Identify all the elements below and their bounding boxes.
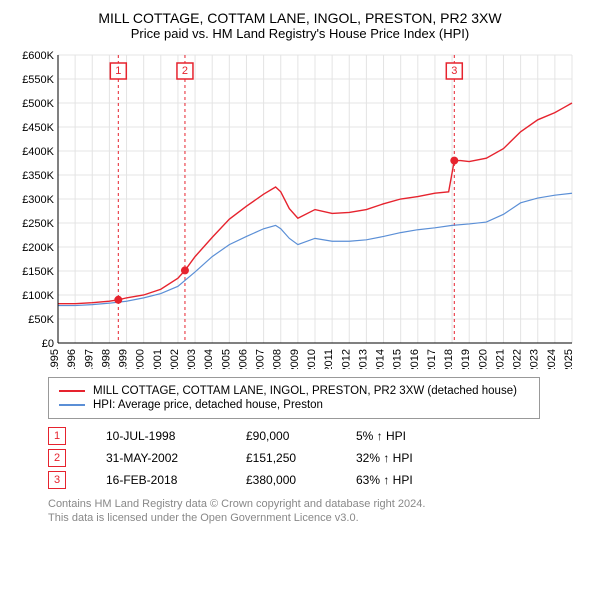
svg-text:1996: 1996 bbox=[66, 349, 78, 369]
svg-text:2020: 2020 bbox=[477, 349, 489, 369]
svg-text:£400K: £400K bbox=[22, 146, 54, 158]
legend: MILL COTTAGE, COTTAM LANE, INGOL, PRESTO… bbox=[48, 377, 540, 419]
legend-item: HPI: Average price, detached house, Pres… bbox=[59, 398, 529, 412]
svg-text:1998: 1998 bbox=[100, 349, 112, 369]
svg-text:2016: 2016 bbox=[409, 349, 421, 369]
svg-text:2005: 2005 bbox=[220, 349, 232, 369]
svg-text:2019: 2019 bbox=[460, 349, 472, 369]
svg-text:2012: 2012 bbox=[340, 349, 352, 369]
footer-attribution: Contains HM Land Registry data © Crown c… bbox=[48, 497, 590, 526]
marker-pct: 5% ↑ HPI bbox=[356, 429, 446, 443]
legend-swatch bbox=[59, 390, 85, 392]
svg-text:2015: 2015 bbox=[392, 349, 404, 369]
svg-text:2006: 2006 bbox=[237, 349, 249, 369]
marker-price: £90,000 bbox=[246, 429, 316, 443]
marker-number: 2 bbox=[48, 449, 66, 467]
svg-text:£0: £0 bbox=[42, 338, 54, 350]
svg-text:2008: 2008 bbox=[272, 349, 284, 369]
marker-date: 10-JUL-1998 bbox=[106, 429, 206, 443]
svg-text:£350K: £350K bbox=[22, 170, 54, 182]
svg-text:2000: 2000 bbox=[135, 349, 147, 369]
svg-text:2001: 2001 bbox=[152, 349, 164, 369]
svg-text:£200K: £200K bbox=[22, 242, 54, 254]
svg-text:1997: 1997 bbox=[83, 349, 95, 369]
line-chart: £0 £50K £100K £150K £200K £250K £300K £350K £400… bbox=[10, 49, 580, 369]
svg-text:2003: 2003 bbox=[186, 349, 198, 369]
marker-date: 16-FEB-2018 bbox=[106, 473, 206, 487]
svg-text:2011: 2011 bbox=[323, 349, 335, 369]
marker-pct: 32% ↑ HPI bbox=[356, 451, 446, 465]
svg-text:2010: 2010 bbox=[306, 349, 318, 369]
svg-text:£100K: £100K bbox=[22, 290, 54, 302]
svg-text:2023: 2023 bbox=[529, 349, 541, 369]
marker-row: 3 16-FEB-2018 £380,000 63% ↑ HPI bbox=[48, 469, 590, 491]
svg-text:2013: 2013 bbox=[357, 349, 369, 369]
svg-text:2002: 2002 bbox=[169, 349, 181, 369]
svg-text:£550K: £550K bbox=[22, 74, 54, 86]
marker-row: 2 31-MAY-2002 £151,250 32% ↑ HPI bbox=[48, 447, 590, 469]
footer-line2: This data is licensed under the Open Gov… bbox=[48, 511, 590, 525]
legend-swatch bbox=[59, 404, 85, 406]
svg-text:2021: 2021 bbox=[494, 349, 506, 369]
marker-number: 1 bbox=[48, 427, 66, 445]
chart-container: £0 £50K £100K £150K £200K £250K £300K £350K £400… bbox=[10, 49, 590, 369]
svg-text:£250K: £250K bbox=[22, 218, 54, 230]
svg-text:2025: 2025 bbox=[563, 349, 575, 369]
svg-text:2007: 2007 bbox=[255, 349, 267, 369]
svg-text:2018: 2018 bbox=[443, 349, 455, 369]
marker-price: £380,000 bbox=[246, 473, 316, 487]
legend-label: MILL COTTAGE, COTTAM LANE, INGOL, PRESTO… bbox=[93, 385, 517, 397]
title-line2: Price paid vs. HM Land Registry's House … bbox=[10, 26, 590, 41]
svg-text:2017: 2017 bbox=[426, 349, 438, 369]
svg-text:1: 1 bbox=[115, 65, 121, 77]
svg-text:£150K: £150K bbox=[22, 266, 54, 278]
svg-text:2022: 2022 bbox=[512, 349, 524, 369]
title-line1: MILL COTTAGE, COTTAM LANE, INGOL, PRESTO… bbox=[10, 10, 590, 26]
marker-date: 31-MAY-2002 bbox=[106, 451, 206, 465]
svg-text:£300K: £300K bbox=[22, 194, 54, 206]
svg-text:2024: 2024 bbox=[546, 349, 558, 369]
marker-pct: 63% ↑ HPI bbox=[356, 473, 446, 487]
legend-label: HPI: Average price, detached house, Pres… bbox=[93, 399, 323, 411]
svg-text:2009: 2009 bbox=[289, 349, 301, 369]
svg-text:2: 2 bbox=[182, 65, 188, 77]
svg-text:£450K: £450K bbox=[22, 122, 54, 134]
svg-text:2014: 2014 bbox=[375, 349, 387, 369]
marker-number: 3 bbox=[48, 471, 66, 489]
svg-text:2004: 2004 bbox=[203, 349, 215, 369]
title-block: MILL COTTAGE, COTTAM LANE, INGOL, PRESTO… bbox=[10, 10, 590, 41]
svg-text:£50K: £50K bbox=[28, 314, 54, 326]
marker-row: 1 10-JUL-1998 £90,000 5% ↑ HPI bbox=[48, 425, 590, 447]
marker-table: 1 10-JUL-1998 £90,000 5% ↑ HPI 2 31-MAY-2002 £… bbox=[48, 425, 590, 491]
svg-text:1995: 1995 bbox=[49, 349, 61, 369]
svg-text:3: 3 bbox=[451, 65, 457, 77]
svg-text:£600K: £600K bbox=[22, 50, 54, 62]
svg-text:1999: 1999 bbox=[118, 349, 130, 369]
svg-text:£500K: £500K bbox=[22, 98, 54, 110]
footer-line1: Contains HM Land Registry data © Crown c… bbox=[48, 497, 590, 511]
legend-item: MILL COTTAGE, COTTAM LANE, INGOL, PRESTO… bbox=[59, 384, 529, 398]
marker-price: £151,250 bbox=[246, 451, 316, 465]
